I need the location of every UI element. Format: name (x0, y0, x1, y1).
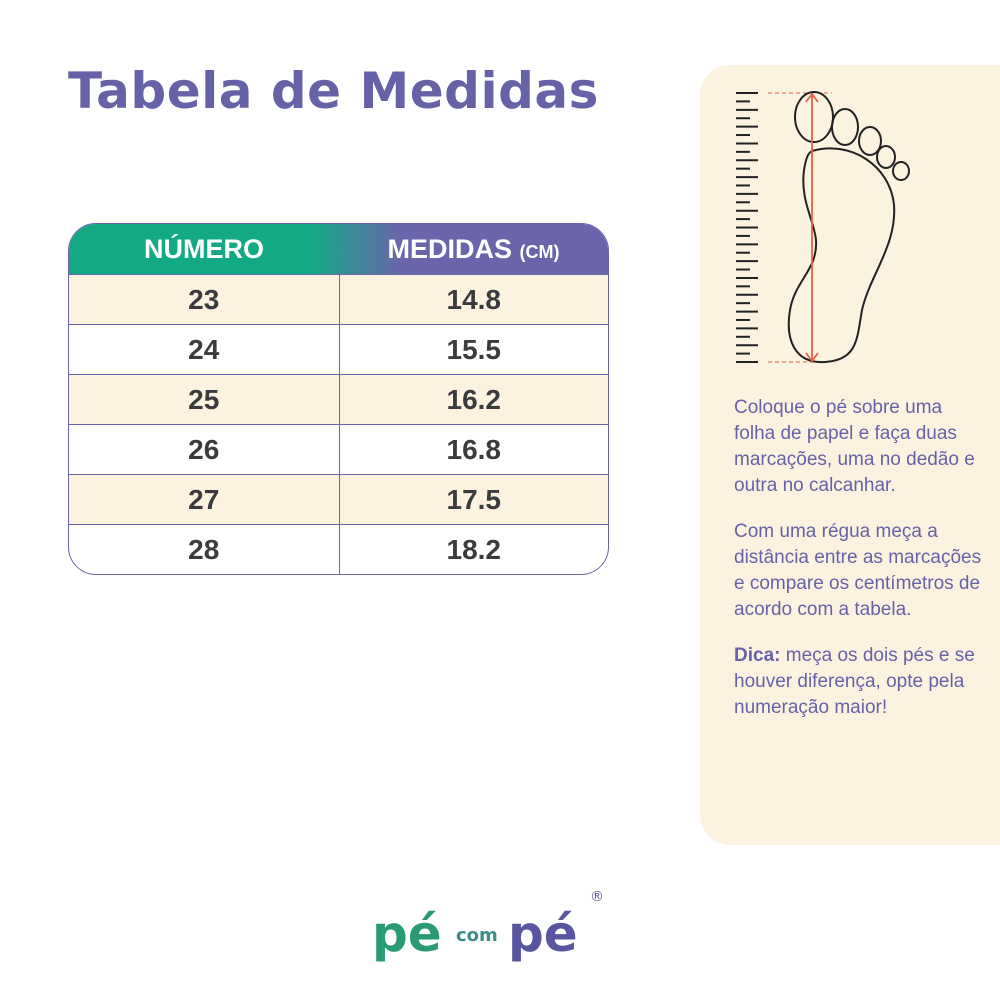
size-number: 26 (69, 425, 340, 474)
instruction-step-2: Com uma régua meça a distância entre as … (734, 521, 982, 620)
size-measure: 16.8 (446, 433, 502, 465)
size-measure: 17.5 (446, 483, 502, 515)
size-number: 27 (69, 475, 340, 524)
table-row: 25 16.2 (69, 374, 608, 424)
size-number: 25 (69, 375, 340, 424)
tip-text: meça os dois pés e se houver diferença, … (734, 645, 975, 718)
svg-text:pé: pé (372, 905, 442, 963)
svg-text:com: com (456, 925, 498, 946)
instructions-text: Coloque o pé sobre uma folha de papel e … (734, 395, 984, 721)
tip-label: Dica: (734, 645, 781, 666)
foot-icon (787, 91, 910, 364)
foot-ruler-illustration (736, 91, 910, 364)
table-row: 28 18.2 (69, 524, 608, 574)
brand-logo: pé com pé ® (372, 885, 632, 970)
header-medidas: MEDIDAS (CM) (339, 234, 608, 265)
table-row: 26 16.8 (69, 424, 608, 474)
table-row: 27 17.5 (69, 474, 608, 524)
size-number: 23 (69, 275, 340, 324)
header-numero: NÚMERO (144, 233, 264, 264)
svg-text:®: ® (590, 889, 604, 905)
table-row: 24 15.5 (69, 324, 608, 374)
instruction-step-1: Coloque o pé sobre uma folha de papel e … (734, 397, 975, 496)
header-unit: (CM) (519, 241, 560, 262)
svg-text:pé: pé (508, 905, 578, 963)
table-header: NÚMERO MEDIDAS (CM) (69, 224, 608, 274)
measure-arrow-icon (805, 92, 819, 363)
size-table: NÚMERO MEDIDAS (CM) 23 14.8 24 15.5 25 16.2 26… (68, 223, 609, 575)
instruction-tip: Dica: meça os dois pés e se houver difer… (734, 643, 984, 721)
size-measure: 16.2 (446, 383, 502, 415)
instructions-panel (700, 65, 1000, 845)
size-number: 24 (69, 325, 340, 374)
size-number: 28 (69, 525, 340, 574)
table-row: 23 14.8 (69, 274, 608, 324)
header-medidas-label: MEDIDAS (387, 233, 512, 264)
page-title: Tabela de Medidas (68, 62, 599, 120)
size-measure: 14.8 (446, 283, 502, 315)
ruler-icon (736, 92, 758, 363)
size-measure: 18.2 (446, 533, 502, 565)
size-measure: 15.5 (446, 333, 502, 365)
